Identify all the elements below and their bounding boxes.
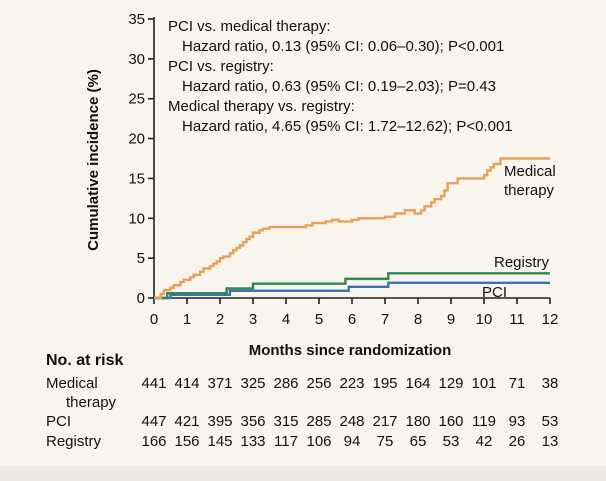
series-label-medical-line-2: therapy <box>504 182 555 199</box>
risk-value-row2-month-5: 106 <box>306 433 331 450</box>
risk-value-row1-month-5: 285 <box>306 413 331 430</box>
series-label-pci: PCI <box>482 284 507 301</box>
risk-value-row0-month-10: 101 <box>471 375 496 392</box>
risk-value-row2-month-11: 26 <box>509 433 526 450</box>
x-tick-label-4: 4 <box>282 311 290 328</box>
series-label-medical-line-1: Medical <box>504 163 556 180</box>
risk-row-label-medical: Medical <box>46 375 98 392</box>
annotation-line-5: Medical therapy vs. registry: <box>168 98 355 115</box>
y-tick-label-20: 20 <box>128 131 145 148</box>
x-tick-label-12: 12 <box>542 311 559 328</box>
risk-value-row1-month-6: 248 <box>339 413 364 430</box>
risk-value-row1-month-3: 356 <box>240 413 265 430</box>
risk-value-row0-month-4: 286 <box>273 375 298 392</box>
risk-value-row1-month-9: 160 <box>438 413 463 430</box>
risk-value-row1-month-1: 421 <box>174 413 199 430</box>
risk-value-row0-month-1: 414 <box>174 375 199 392</box>
risk-value-row2-month-12: 13 <box>542 433 559 450</box>
risk-value-row0-month-0: 441 <box>141 375 166 392</box>
y-tick-label-10: 10 <box>128 210 145 227</box>
risk-value-row1-month-11: 93 <box>509 413 526 430</box>
x-tick-label-9: 9 <box>447 311 455 328</box>
risk-value-row0-month-9: 129 <box>438 375 463 392</box>
risk-value-row2-month-0: 166 <box>141 433 166 450</box>
risk-value-row1-month-7: 217 <box>372 413 397 430</box>
y-tick-label-0: 0 <box>137 290 145 307</box>
risk-value-row0-month-8: 164 <box>405 375 430 392</box>
annotation-line-3: PCI vs. registry: <box>168 58 274 75</box>
risk-row-label-pci: PCI <box>46 413 71 430</box>
risk-value-row1-month-8: 180 <box>405 413 430 430</box>
y-axis-title: Cumulative incidence (%) <box>85 69 102 251</box>
x-tick-label-3: 3 <box>249 311 257 328</box>
y-tick-label-25: 25 <box>128 91 145 108</box>
risk-value-row0-month-5: 256 <box>306 375 331 392</box>
y-tick-label-30: 30 <box>128 51 145 68</box>
x-tick-label-1: 1 <box>183 311 191 328</box>
x-tick-label-11: 11 <box>509 311 525 328</box>
x-tick-label-7: 7 <box>381 311 389 328</box>
risk-value-row2-month-8: 65 <box>410 433 427 450</box>
risk-value-row1-month-10: 119 <box>472 413 496 430</box>
y-tick-label-5: 5 <box>137 250 145 267</box>
risk-value-row1-month-2: 395 <box>207 413 232 430</box>
risk-value-row2-month-1: 156 <box>174 433 199 450</box>
risk-value-row2-month-3: 133 <box>240 433 265 450</box>
caption-strip <box>0 466 606 481</box>
x-tick-label-0: 0 <box>150 311 158 328</box>
risk-row-label-medical-line-2: therapy <box>66 394 117 411</box>
series-label-registry: Registry <box>494 254 550 271</box>
series-line-pci <box>154 281 550 300</box>
annotation-line-1: PCI vs. medical therapy: <box>168 18 331 35</box>
risk-value-row0-month-6: 223 <box>339 375 364 392</box>
y-tick-label-15: 15 <box>128 170 145 187</box>
x-tick-label-2: 2 <box>216 311 224 328</box>
x-tick-label-5: 5 <box>315 311 323 328</box>
risk-value-row2-month-6: 94 <box>344 433 361 450</box>
risk-value-row2-month-9: 53 <box>443 433 460 450</box>
x-axis-title: Months since randomization <box>249 342 452 359</box>
risk-value-row1-month-0: 447 <box>141 413 166 430</box>
series-line-registry <box>154 272 550 300</box>
x-tick-label-8: 8 <box>414 311 422 328</box>
annotation-line-2: Hazard ratio, 0.13 (95% CI: 0.06–0.30); … <box>182 38 504 55</box>
risk-value-row2-month-7: 75 <box>377 433 394 450</box>
risk-row-label-registry: Registry <box>46 433 102 450</box>
risk-value-row0-month-2: 371 <box>207 375 232 392</box>
y-tick-label-35: 35 <box>128 11 145 28</box>
risk-value-row2-month-2: 145 <box>207 433 232 450</box>
x-tick-label-6: 6 <box>348 311 356 328</box>
series-line-medical-therapy <box>154 157 550 300</box>
risk-value-row0-month-12: 38 <box>542 375 559 392</box>
risk-value-row1-month-12: 53 <box>542 413 559 430</box>
risk-value-row2-month-10: 42 <box>476 433 493 450</box>
risk-value-row1-month-4: 315 <box>273 413 298 430</box>
risk-value-row0-month-3: 325 <box>240 375 265 392</box>
annotation-line-6: Hazard ratio, 4.65 (95% CI: 1.72–12.62);… <box>182 118 513 135</box>
x-tick-label-10: 10 <box>476 311 493 328</box>
risk-value-row2-month-4: 117 <box>274 433 298 450</box>
risk-value-row0-month-7: 195 <box>372 375 397 392</box>
risk-table-title: No. at risk <box>46 352 123 369</box>
risk-value-row0-month-11: 71 <box>509 375 526 392</box>
annotation-line-4: Hazard ratio, 0.63 (95% CI: 0.19–2.03); … <box>182 78 496 95</box>
